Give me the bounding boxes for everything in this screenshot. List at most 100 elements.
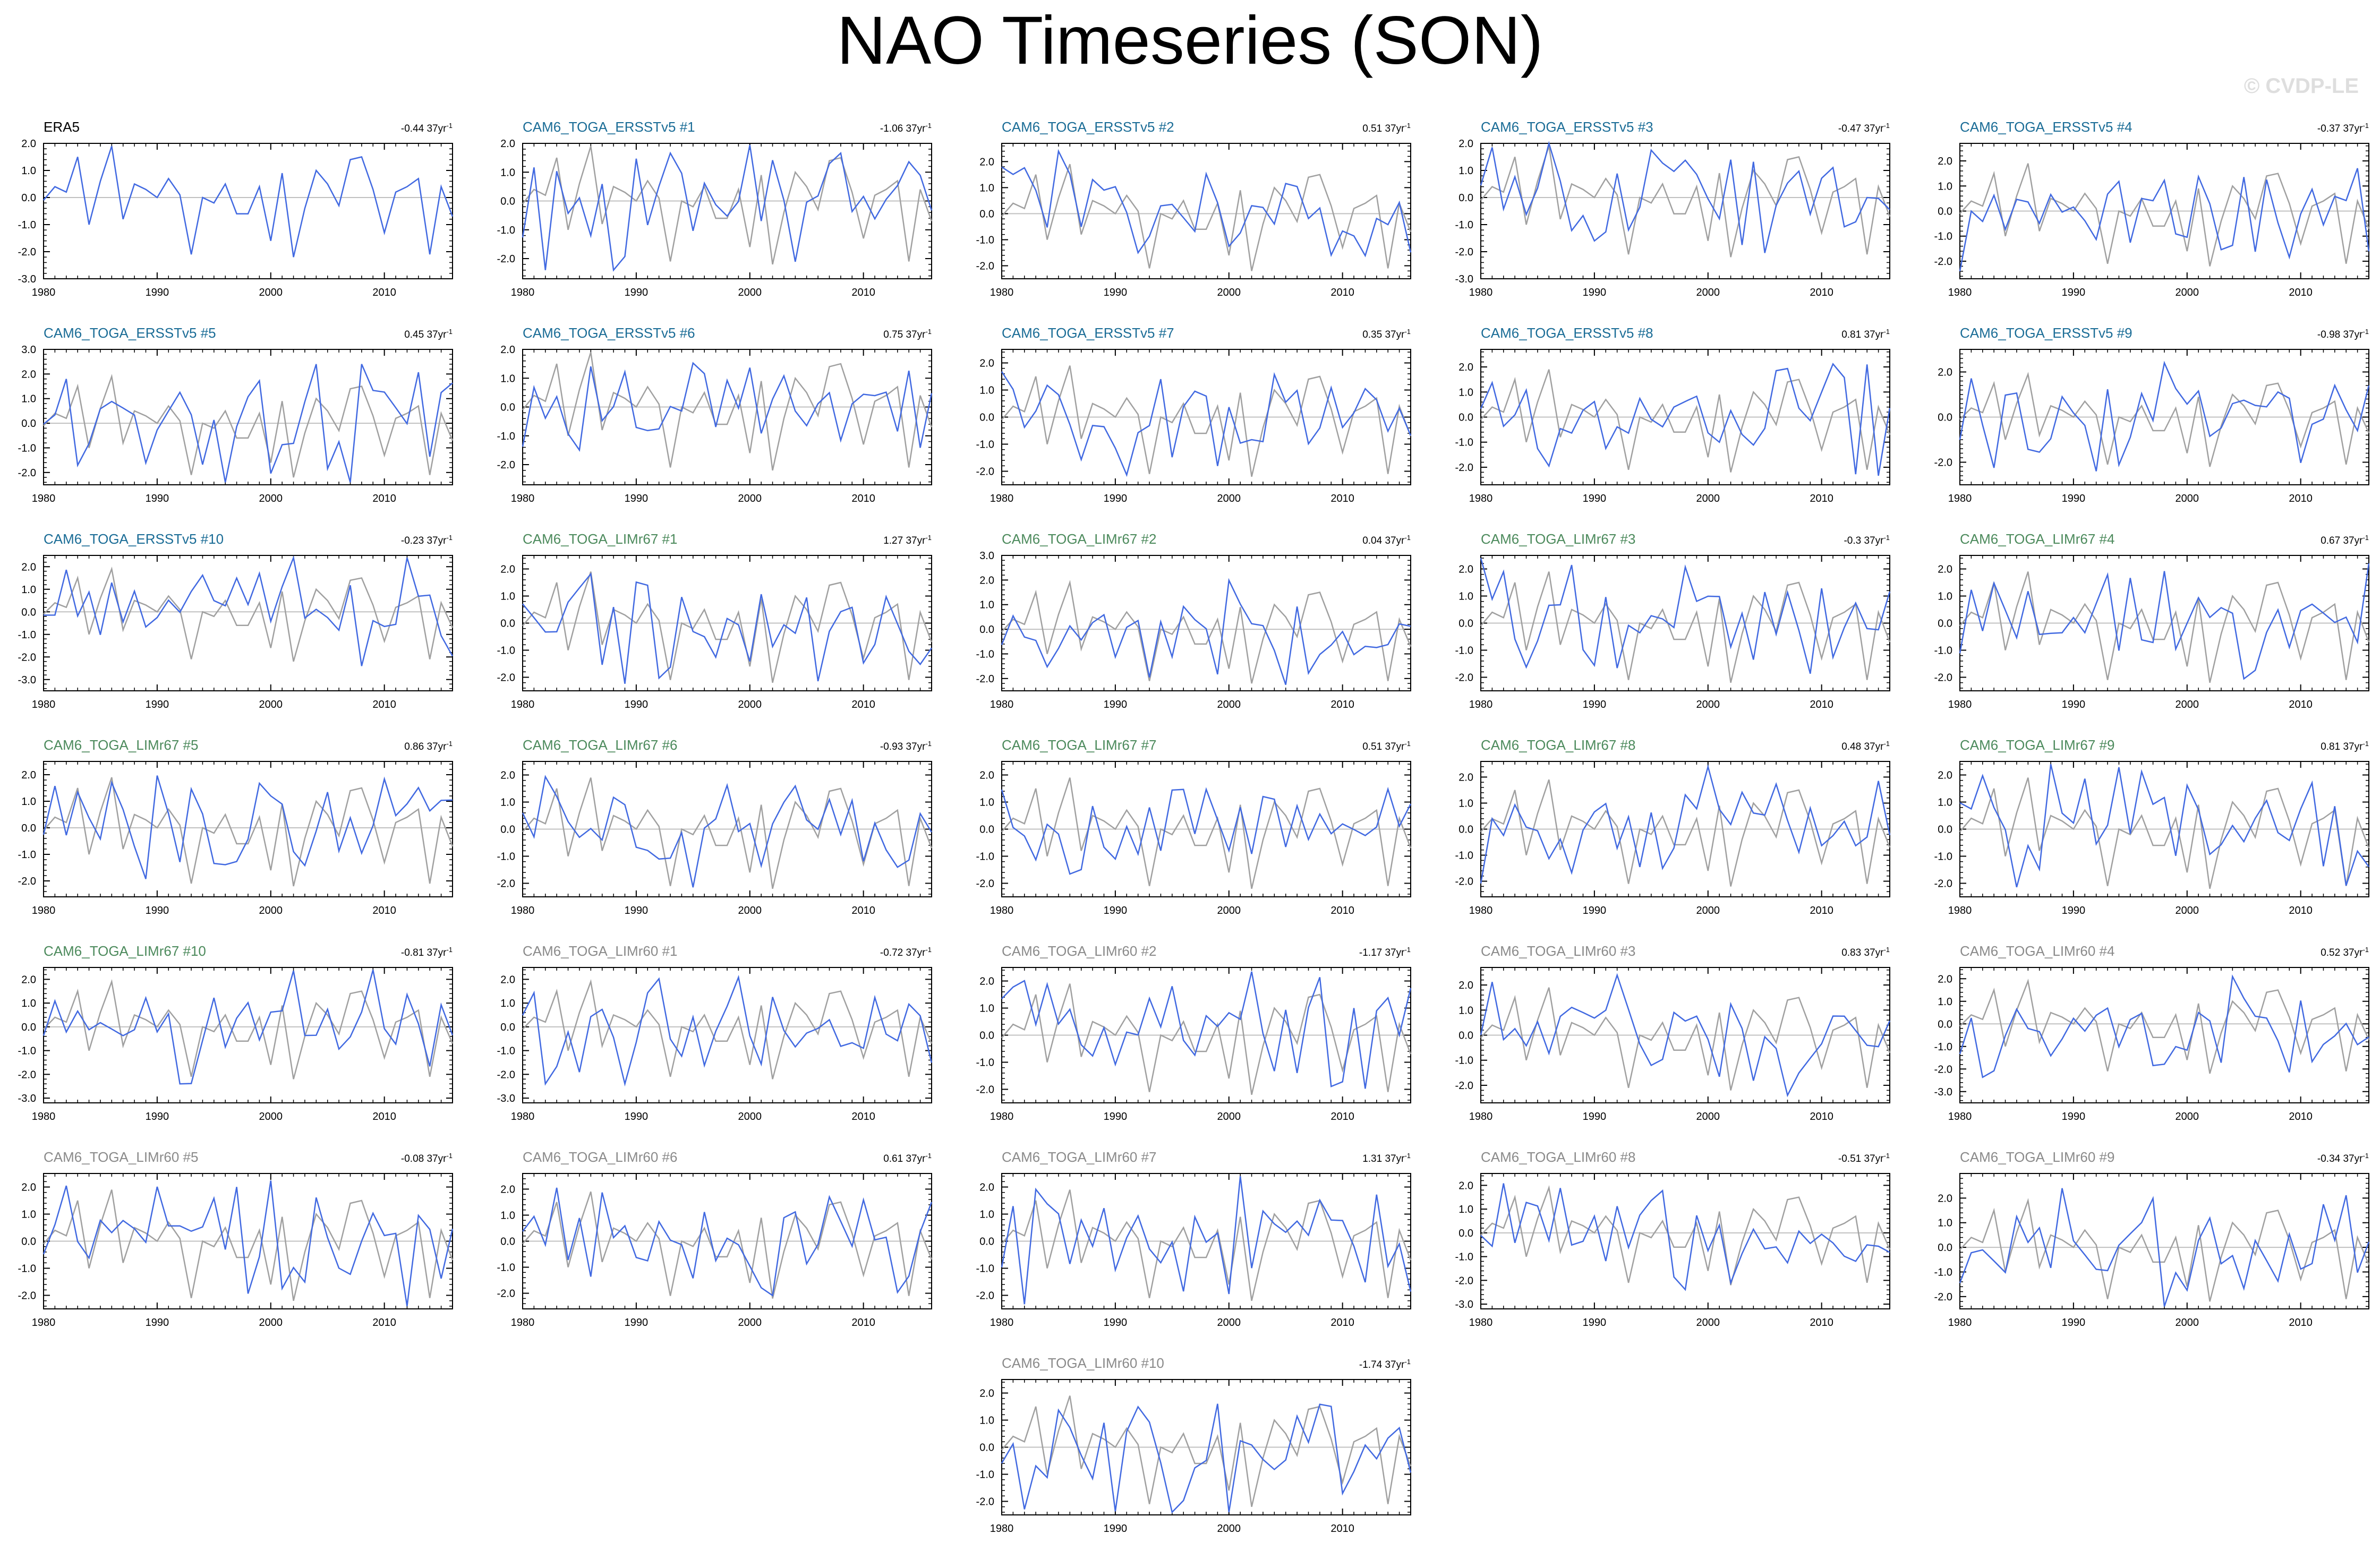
x-tick-label: 1980 (1948, 699, 1972, 710)
y-tick-label: -2.0 (497, 878, 515, 890)
y-tick-label: -2.0 (976, 878, 994, 890)
x-tick-label: 1990 (146, 287, 169, 298)
trend-label: 0.81 37yr-1 (1841, 328, 1890, 341)
x-tick-label: 1980 (1469, 699, 1493, 710)
x-tick-label: 2010 (851, 1317, 875, 1329)
figure-title: NAO Timeseries (SON) (837, 3, 1543, 79)
x-tick-label: 2010 (1330, 905, 1354, 916)
y-tick-label: 1.0 (21, 796, 36, 808)
y-tick-label: 0.0 (1938, 1242, 1952, 1254)
y-tick-label: 0.0 (979, 1442, 994, 1454)
x-tick-label: 1990 (625, 493, 649, 504)
panel: CAM6_TOGA_LIMr67 #2 0.04 37yr-1 3.0 2.0 1.0 0… (976, 531, 1412, 710)
x-tick-label: 1990 (1104, 1111, 1128, 1123)
y-tick-label: 2.0 (500, 1184, 515, 1195)
y-tick-label: -2.0 (1934, 672, 1952, 684)
trend-label: -0.93 37yr-1 (880, 740, 932, 753)
member-series-line (522, 572, 933, 684)
y-tick-label: 1.0 (1458, 591, 1473, 603)
y-tick-label: 3.0 (979, 550, 994, 562)
y-tick-label: 2.0 (979, 575, 994, 586)
panel-label: CAM6_TOGA_LIMr67 #3 (1481, 531, 1635, 547)
y-tick-label: -2.0 (18, 652, 36, 663)
y-tick-label: 2.0 (21, 974, 36, 986)
member-series-line (1959, 764, 2370, 888)
y-tick-label: 0.0 (1458, 618, 1473, 630)
x-tick-label: 1990 (625, 699, 649, 710)
panel: CAM6_TOGA_ERSSTv5 #7 0.35 37yr-1 2.0 1.0 0.0… (976, 325, 1412, 504)
obs-series-line (1001, 777, 1412, 889)
x-tick-label: 2010 (2289, 699, 2313, 710)
x-tick-label: 1980 (1469, 1317, 1493, 1329)
panel-label: CAM6_TOGA_ERSSTv5 #1 (523, 119, 695, 135)
member-series-line (1480, 1183, 1890, 1291)
y-tick-label: -2.0 (976, 673, 994, 685)
x-tick-label: 2000 (2176, 699, 2199, 710)
x-tick-label: 1990 (1583, 905, 1607, 916)
trend-label: 0.61 37yr-1 (883, 1152, 932, 1165)
x-tick-label: 2010 (2289, 905, 2313, 916)
y-tick-label: 0.0 (1938, 824, 1952, 836)
y-tick-label: 2.0 (500, 138, 515, 150)
x-tick-label: 2010 (851, 493, 875, 504)
y-tick-label: -2.0 (976, 1084, 994, 1096)
x-tick-label: 1990 (2062, 1111, 2086, 1123)
y-tick-label: 0.0 (1458, 1030, 1473, 1042)
x-tick-label: 2010 (851, 905, 875, 916)
y-tick-label: 0.0 (1938, 618, 1952, 630)
obs-series-line (1480, 1185, 1891, 1286)
panel-label: CAM6_TOGA_LIMr67 #1 (523, 531, 677, 547)
panel: CAM6_TOGA_ERSSTv5 #2 0.51 37yr-1 2.0 1.0 0.0… (976, 119, 1412, 298)
member-series-line (1959, 1188, 2370, 1307)
x-tick-label: 1980 (511, 699, 535, 710)
x-tick-label: 2000 (2176, 905, 2199, 916)
x-tick-label: 2000 (259, 287, 283, 298)
member-series-line (1001, 1403, 1412, 1514)
trend-label: 0.35 37yr-1 (1362, 328, 1411, 341)
obs-series-line (1001, 1395, 1412, 1507)
x-tick-label: 2010 (372, 287, 396, 298)
trend-label: 0.86 37yr-1 (404, 740, 453, 753)
trend-label: 1.27 37yr-1 (883, 534, 932, 547)
panel-label: CAM6_TOGA_LIMr60 #9 (1960, 1149, 2114, 1165)
x-tick-label: 2000 (738, 287, 762, 298)
trend-label: -1.74 37yr-1 (1359, 1358, 1411, 1371)
y-tick-label: 1.0 (979, 182, 994, 194)
y-tick-label: 1.0 (979, 385, 994, 397)
panel-label: CAM6_TOGA_ERSSTv5 #9 (1960, 325, 2132, 341)
obs-series-line (1001, 1189, 1412, 1301)
member-series-line (42, 970, 454, 1085)
x-tick-label: 2000 (1217, 1523, 1241, 1535)
trend-label: -0.34 37yr-1 (2317, 1152, 2369, 1165)
trend-label: 0.45 37yr-1 (404, 328, 453, 341)
member-series-line (43, 555, 454, 666)
y-tick-label: 0.0 (500, 402, 515, 414)
y-tick-label: -2.0 (1455, 246, 1473, 258)
trend-label: 0.67 37yr-1 (2321, 534, 2369, 547)
panel-label: CAM6_TOGA_LIMr60 #7 (1002, 1149, 1156, 1165)
x-tick-label: 2000 (259, 905, 283, 916)
x-tick-label: 1980 (1469, 905, 1493, 916)
member-series-line (1001, 371, 1412, 477)
y-tick-label: 1.0 (979, 1415, 994, 1427)
y-tick-label: 0.0 (1458, 412, 1473, 424)
x-tick-label: 1980 (32, 699, 56, 710)
x-tick-label: 1980 (511, 1111, 535, 1123)
y-tick-label: -1.0 (976, 234, 994, 246)
trend-label: 0.81 37yr-1 (2321, 740, 2369, 753)
x-tick-label: 2010 (1330, 699, 1354, 710)
obs-series-line (1480, 779, 1891, 887)
x-tick-label: 2000 (1696, 1317, 1720, 1329)
y-tick-label: 1.0 (1458, 798, 1473, 809)
y-tick-label: -1.0 (1934, 851, 1952, 863)
y-tick-label: -1.0 (497, 1262, 515, 1274)
obs-series-line (43, 777, 454, 887)
y-tick-label: 0.0 (500, 1022, 515, 1033)
panel: CAM6_TOGA_ERSSTv5 #9 -0.98 37yr-1 2.0 0.0 -2… (1934, 325, 2370, 504)
y-tick-label: -2.0 (1455, 1275, 1473, 1287)
panel-label: CAM6_TOGA_LIMr60 #6 (523, 1149, 677, 1165)
x-tick-label: 2000 (1217, 905, 1241, 916)
y-tick-label: -2.0 (976, 466, 994, 478)
y-tick-label: 2.0 (1458, 1180, 1473, 1192)
